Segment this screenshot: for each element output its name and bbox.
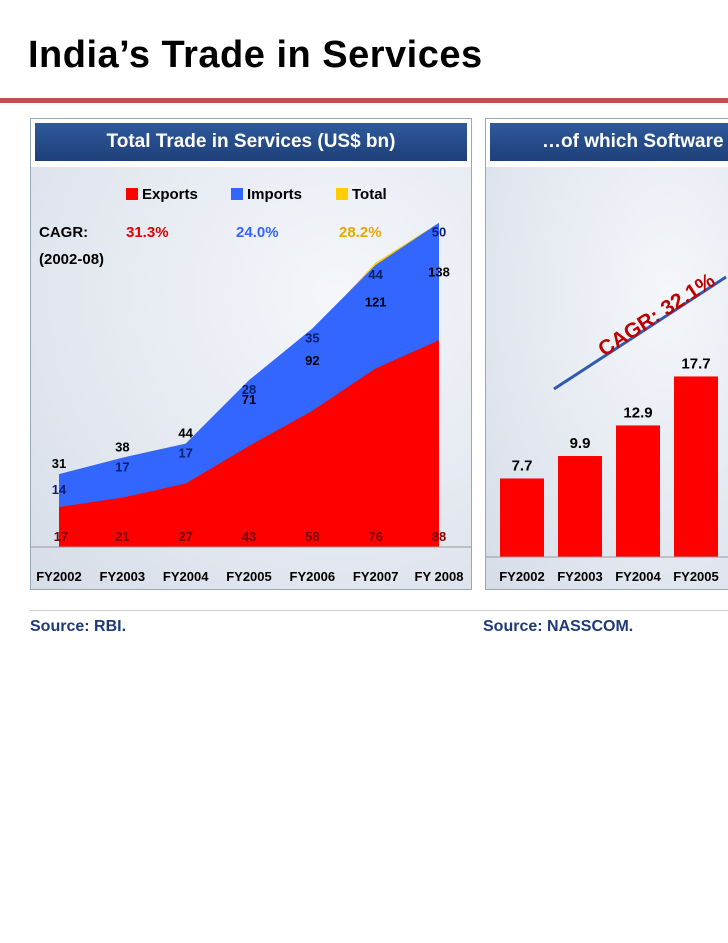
x-tick-label: FY2004 [163,569,209,584]
exports-area [59,340,439,547]
total-data-label: 92 [305,353,319,368]
total-data-label: 38 [115,440,129,455]
software-chart-body: 7.7 FY2002 9.9 FY2003 12.9 FY2004 17.7 FY2005 CA… [486,167,728,589]
software-data-label: 12.9 [623,404,652,421]
x-tick-label: FY2006 [290,569,336,584]
total-data-label: 121 [365,295,387,310]
source-left: Source: RBI. [30,618,127,635]
imports-data-label: 14 [52,482,67,497]
trade-chart-body: 17 14 31 21 17 38 27 17 44 43 28 71 58 35 92 76 44 121 88 5… [31,167,471,589]
trade-chart-header: Total Trade in Services (US$ bn) [35,123,467,161]
total-data-label: 138 [428,265,450,280]
imports-data-label: 17 [178,446,192,461]
software-x-tick-label: FY2005 [673,569,719,584]
exports-data-label: 43 [242,529,256,544]
total-data-label: 31 [52,456,66,471]
source-right: Source: NASSCOM. [483,618,634,635]
exports-data-label: 17 [54,529,68,544]
legend-swatch-imports [231,188,243,200]
footer-rule [30,610,728,611]
software-x-tick-label: FY2003 [557,569,603,584]
x-tick-label: FY2007 [353,569,399,584]
total-data-label: 71 [242,392,256,407]
software-data-label: 7.7 [512,457,533,474]
cagr-value-exports: 31.3% [126,224,169,241]
legend-label-imports: Imports [247,186,302,203]
software-data-label: 17.7 [681,355,710,372]
imports-data-label: 17 [115,460,129,475]
legend-label-exports: Exports [142,186,198,203]
title-rule [0,98,728,103]
legend-label-total: Total [352,186,387,203]
software-chart-header: …of which Software [490,123,728,161]
exports-data-label: 58 [305,529,319,544]
exports-data-label: 27 [178,529,192,544]
software-cagr-annotation: CAGR: 32.1% [594,269,719,362]
exports-data-label: 21 [115,529,129,544]
x-tick-label: FY2005 [226,569,272,584]
legend-swatch-total [336,188,348,200]
page-title: India’s Trade in Services [28,34,483,76]
software-chart-panel: …of which Software 7.7 FY2002 9.9 FY2003 12.… [485,118,728,590]
software-bar-chart: 7.7 FY2002 9.9 FY2003 12.9 FY2004 17.7 FY2005 CA… [486,269,728,584]
x-tick-label: FY 2008 [415,569,464,584]
cagr-value-total: 28.2% [339,224,382,241]
software-bar [558,456,602,557]
x-tick-label: FY2003 [100,569,146,584]
x-tick-label: FY2002 [36,569,82,584]
imports-data-label: 28 [242,382,256,397]
imports-data-label: 35 [305,330,319,345]
software-bar [674,376,718,557]
cagr-trend-line [553,275,727,391]
imports-data-label: 50 [432,225,446,240]
imports-data-label: 44 [368,267,383,282]
cagr-period: (2002-08) [39,251,104,268]
exports-data-label: 88 [432,529,446,544]
software-x-tick-label: FY2004 [615,569,661,584]
software-bar [616,425,660,557]
exports-data-label: 76 [368,529,382,544]
software-bar [500,478,544,557]
software-x-tick-label: FY2002 [499,569,545,584]
cagr-label: CAGR: [39,224,88,241]
software-data-label: 9.9 [570,435,591,452]
cagr-value-imports: 24.0% [236,224,279,241]
total-data-label: 44 [178,426,193,441]
trade-chart-panel: Total Trade in Services (US$ bn) 17 14 31 2… [30,118,472,590]
legend-swatch-exports [126,188,138,200]
